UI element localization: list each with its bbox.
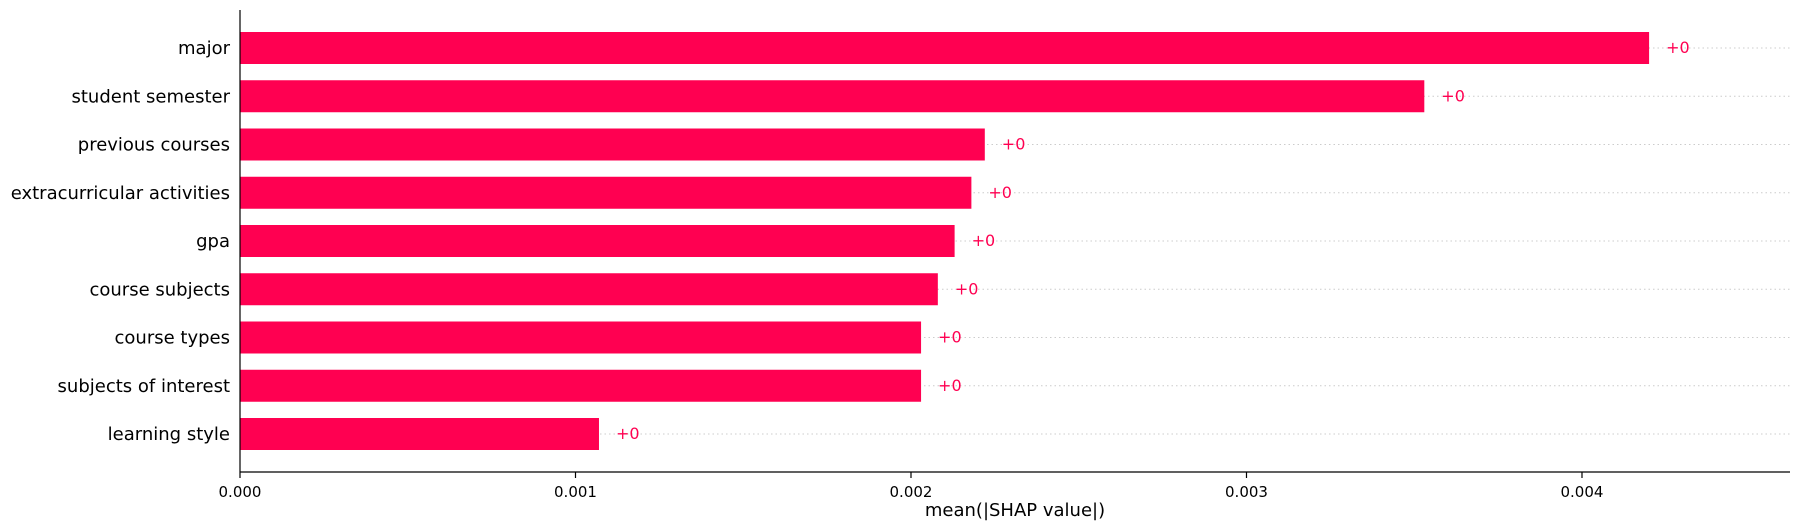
category-labels: major student semester previous courses ext… [11,38,231,445]
x-tick-label: 0.003 [1225,483,1268,501]
bar [240,176,972,209]
bar [240,418,599,450]
data-label: +0 [938,328,962,347]
x-tick-label: 0.000 [219,483,262,501]
data-label: +0 [972,231,996,250]
bars-group [240,32,1650,450]
bar [240,80,1425,113]
x-tick-label: 0.001 [554,483,597,501]
data-label: +0 [955,279,979,298]
x-tick-label: 0.002 [890,483,933,501]
bar [240,273,938,306]
bar [240,369,922,402]
data-label: +0 [938,376,962,395]
category-label: subjects of interest [58,376,230,397]
category-label: previous courses [78,135,230,156]
data-label: +0 [1002,135,1026,154]
data-label: +0 [1666,38,1690,57]
data-label: +0 [1441,86,1465,105]
bar [240,225,955,257]
bar [240,32,1650,64]
data-label: +0 [988,183,1012,202]
category-label: course subjects [89,279,230,300]
x-axis-title: mean(|SHAP value|) [925,500,1105,521]
category-label: learning style [108,424,230,445]
category-label: student semester [71,86,230,107]
bar [240,128,985,161]
category-label: major [178,38,231,59]
bar [240,321,922,354]
data-label: +0 [616,424,640,443]
x-axis-ticks: 0.000 0.001 0.002 0.003 0.004 [219,472,1604,501]
category-label: gpa [196,231,230,252]
x-tick-label: 0.004 [1561,483,1604,501]
category-label: extracurricular activities [11,183,230,204]
category-label: course types [115,328,230,349]
data-labels: +0 +0 +0 +0 +0 +0 +0 +0 +0 [616,38,1690,443]
